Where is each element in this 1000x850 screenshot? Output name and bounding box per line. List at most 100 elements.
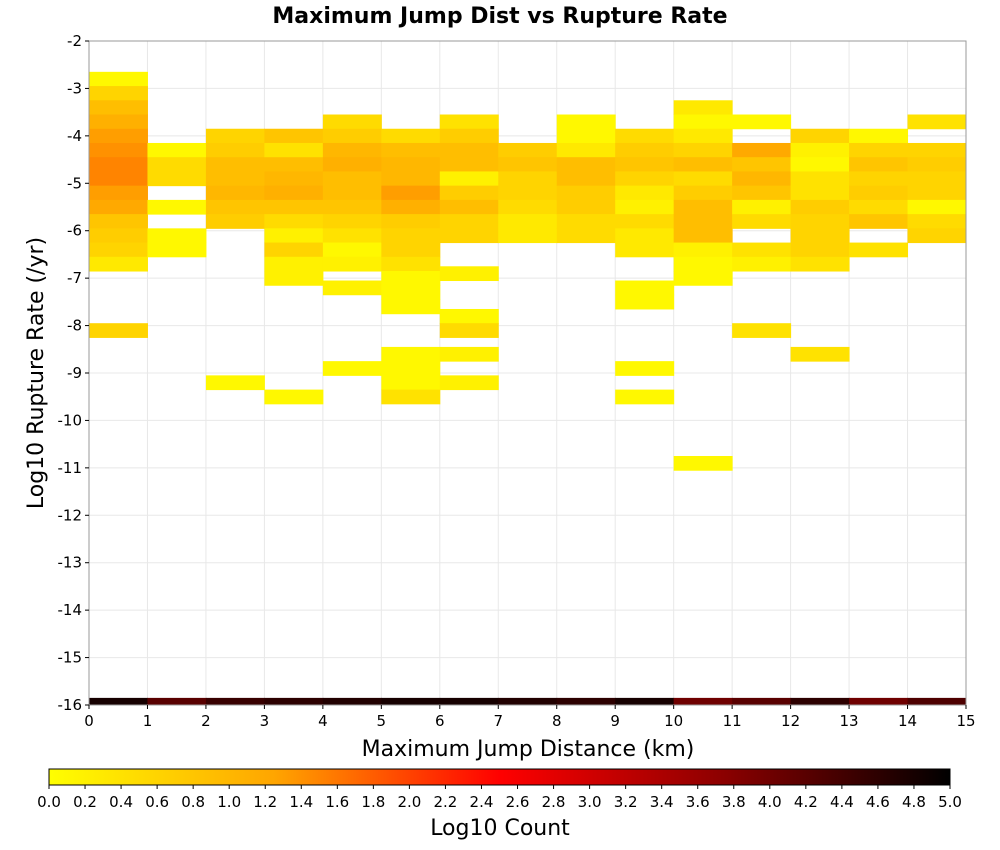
colorbar-tick-label: 4.0	[758, 793, 782, 811]
heatmap-cell	[205, 185, 265, 201]
heatmap-cell	[790, 228, 850, 244]
heatmap-cell	[147, 171, 207, 187]
heatmap-cell	[322, 114, 382, 130]
heatmap-cell	[439, 114, 499, 130]
heatmap-cell	[89, 199, 148, 215]
y-axis-ticks: -2 -3 -4 -5 -6 -7 -8 -9 -10 -11 -12 -13 -14 -15 -16	[58, 32, 89, 714]
heatmap-cell	[381, 285, 441, 300]
heatmap-cell	[205, 128, 265, 144]
heatmap-cell	[205, 199, 265, 215]
heatmap-cell	[615, 171, 675, 187]
x-tick-label: 1	[143, 712, 153, 730]
chart-title: Maximum Jump Dist vs Rupture Rate	[272, 4, 727, 29]
heatmap-cell	[264, 185, 324, 201]
heatmap-cell	[322, 185, 382, 201]
heatmap-cell	[89, 171, 148, 187]
heatmap-cell	[439, 128, 499, 144]
colorbar-tick-label: 0.8	[181, 793, 205, 811]
colorbar-tick-label: 2.8	[542, 793, 566, 811]
heatmap-cell	[381, 346, 441, 362]
heatmap-cell	[439, 185, 499, 201]
heatmap-cell	[264, 214, 324, 229]
heatmap-cell	[381, 242, 441, 258]
heatmap-cell	[907, 214, 967, 229]
heatmap-cell	[439, 228, 499, 244]
heatmap-cell	[264, 171, 324, 187]
heatmap-cell	[556, 228, 616, 244]
colorbar-tick-label: 0.4	[109, 793, 133, 811]
heatmap-cell	[849, 171, 909, 187]
heatmap-cell	[556, 185, 616, 201]
y-tick-label: -15	[58, 649, 83, 667]
heatmap-cell	[381, 214, 441, 229]
x-tick-label: 7	[493, 712, 503, 730]
heatmap-cell	[673, 185, 733, 201]
heatmap-cell	[264, 242, 324, 258]
heatmap-cell	[381, 185, 441, 201]
heatmap-cell	[381, 128, 441, 144]
x-tick-label: 4	[318, 712, 328, 730]
heatmap-cell-bottom-row	[907, 697, 967, 705]
y-tick-label: -2	[67, 32, 82, 50]
heatmap-cell	[147, 242, 207, 258]
heatmap-cell	[322, 228, 382, 244]
heatmap-cell	[89, 142, 148, 158]
heatmap-cell	[615, 142, 675, 158]
heatmap-cell	[147, 142, 207, 158]
heatmap-cell	[615, 361, 675, 376]
colorbar-tick-label: 2.0	[397, 793, 421, 811]
y-axis-label: Log10 Rupture Rate (/yr)	[24, 237, 49, 509]
heatmap-cell	[907, 199, 967, 215]
heatmap-cell	[89, 71, 148, 87]
heatmap-cell	[89, 185, 148, 201]
heatmap-cell	[264, 271, 324, 286]
heatmap-cell	[439, 157, 499, 172]
heatmap-cell	[732, 323, 792, 338]
heatmap-cell	[732, 142, 792, 158]
heatmap-cell	[790, 214, 850, 229]
heatmap-cell	[790, 199, 850, 215]
heatmap-cell	[89, 323, 148, 338]
heatmap-cell	[322, 171, 382, 187]
heatmap-cell	[790, 346, 850, 362]
heatmap-cell	[615, 199, 675, 215]
heatmap-cell	[732, 256, 792, 272]
x-tick-label: 8	[552, 712, 562, 730]
colorbar-tick-label: 1.8	[361, 793, 385, 811]
heatmap-cell	[907, 228, 967, 244]
x-tick-label: 9	[610, 712, 620, 730]
heatmap-cell	[439, 323, 499, 338]
heatmap-cell	[439, 171, 499, 187]
heatmap-cell	[89, 214, 148, 229]
heatmap-cell	[673, 228, 733, 244]
heatmap-cell	[498, 142, 558, 158]
heatmap-cell	[615, 280, 675, 296]
heatmap-cell-bottom-row	[89, 697, 148, 705]
heatmap-cell	[381, 361, 441, 376]
heatmap-cell	[439, 214, 499, 229]
y-tick-label: -9	[67, 364, 82, 382]
heatmap-cell	[673, 242, 733, 258]
heatmap-cell	[381, 157, 441, 172]
colorbar-tick-label: 3.0	[578, 793, 602, 811]
heatmap-cell	[89, 256, 148, 272]
colorbar-tick-label: 2.4	[470, 793, 494, 811]
heatmap-cell	[907, 157, 967, 172]
heatmap-cell	[89, 228, 148, 244]
heatmap-cell	[381, 171, 441, 187]
heatmap-cell	[381, 299, 441, 315]
heatmap-cell	[322, 157, 382, 172]
x-axis-label: Maximum Jump Distance (km)	[362, 737, 695, 762]
y-tick-label: -12	[58, 506, 83, 524]
heatmap-cell	[89, 128, 148, 144]
y-tick-label: -3	[67, 79, 82, 97]
heatmap-cell	[322, 128, 382, 144]
heatmap-cell	[556, 142, 616, 158]
heatmap-cell	[732, 199, 792, 215]
colorbar-tick-label: 1.6	[325, 793, 349, 811]
heatmap-cell	[205, 171, 265, 187]
heatmap-cell	[790, 256, 850, 272]
x-tick-label: 13	[840, 712, 859, 730]
heatmap-cell	[498, 157, 558, 172]
